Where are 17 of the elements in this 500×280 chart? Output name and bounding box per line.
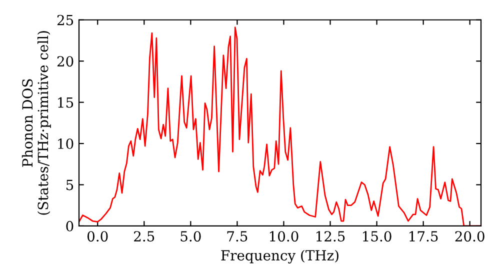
x-tick-label: 5.0: [180, 231, 201, 242]
x-tick-label: 17.5: [410, 231, 438, 242]
x-tick-label: 15.0: [363, 231, 392, 242]
y-tick-label: 0: [66, 220, 74, 232]
x-tick-label: 20.0: [455, 231, 484, 242]
x-tick-label: 2.5: [134, 231, 154, 242]
y-tick-label: 5: [66, 180, 74, 190]
x-tick-label: 12.5: [316, 231, 345, 242]
x-axis-title: Frequency (THz): [221, 250, 338, 264]
x-tick-label: 7.5: [227, 231, 248, 242]
y-tick-label: 15: [58, 97, 74, 108]
x-tick-label: 0.0: [87, 231, 108, 242]
y-axis-title: Phonon DOS (States/THz·primitive cell): [22, 31, 51, 215]
y-tick-label: 25: [57, 14, 74, 26]
x-tick-label: 10.0: [270, 231, 298, 242]
y-tick-label: 10: [58, 138, 74, 149]
y-tick-label: 20: [57, 56, 74, 67]
